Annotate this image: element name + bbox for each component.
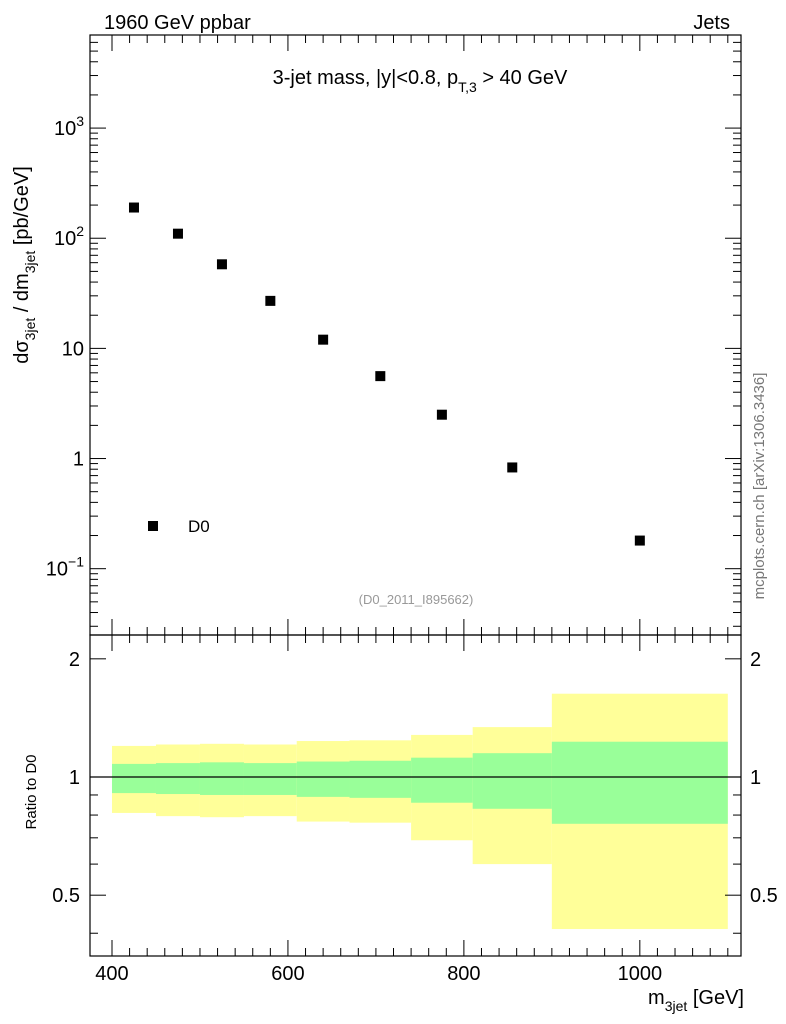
inner-band-bin bbox=[199, 762, 244, 795]
y-tick-exponent: −1 bbox=[68, 554, 84, 570]
ratio-frame bbox=[89, 634, 742, 957]
inner-band-bin bbox=[111, 763, 156, 794]
inner-band-bin bbox=[472, 753, 552, 809]
x-tick-label: 400 bbox=[95, 963, 128, 985]
main-title-text: 3-jet mass, |y|<0.8, p bbox=[273, 67, 458, 89]
inner-band-bin bbox=[411, 757, 473, 803]
x-tick-labels: 400 600 800 1000 bbox=[95, 963, 662, 985]
y-tick-base: 10 bbox=[54, 228, 76, 250]
ratio-y-tick-label-left: 0.5 bbox=[52, 885, 80, 907]
y-tick-base: 1 bbox=[73, 449, 84, 471]
xlabel-sub: 3jet bbox=[665, 998, 688, 1014]
ratio-axis-ticks bbox=[90, 635, 741, 956]
ratio-y-tick-label-right: 1 bbox=[750, 767, 761, 789]
data-point bbox=[375, 371, 386, 382]
y-tick-base: 10 bbox=[46, 559, 68, 581]
inner-band-bin bbox=[551, 741, 728, 824]
y-tick-exponent: 3 bbox=[76, 113, 84, 129]
x-axis-label: m3jet [GeV] bbox=[648, 987, 744, 1014]
data-point bbox=[507, 462, 518, 473]
data-point bbox=[216, 259, 227, 270]
xlabel-part-a: m bbox=[648, 987, 665, 1009]
x-tick-label: 800 bbox=[447, 963, 480, 985]
y-tick-label: 10−1 bbox=[46, 554, 84, 581]
y-tick-exponent: 2 bbox=[76, 223, 84, 239]
side-watermark: mcplots.cern.ch [arXiv:1306.3436] bbox=[751, 373, 768, 600]
main-plot-area bbox=[128, 202, 645, 546]
x-tick-label: 1000 bbox=[618, 963, 663, 985]
ylabel-part-a: dσ bbox=[11, 340, 33, 364]
ratio-y-tick-label-right: 2 bbox=[750, 649, 761, 671]
inner-band-bin bbox=[243, 763, 297, 795]
x-tick-label: 600 bbox=[271, 963, 304, 985]
y-tick-label: 10 bbox=[62, 338, 84, 360]
main-title-sub: T,3 bbox=[458, 79, 477, 95]
energy-label: 1960 GeV ppbar bbox=[104, 12, 251, 34]
legend-label: D0 bbox=[188, 517, 210, 536]
data-point bbox=[436, 409, 447, 420]
y-tick-label: 103 bbox=[54, 113, 84, 140]
inner-band-bin bbox=[349, 760, 412, 798]
legend-marker bbox=[148, 521, 158, 531]
ratio-y-tick-label-right: 0.5 bbox=[750, 885, 778, 907]
analysis-id: (D0_2011_I895662) bbox=[359, 592, 474, 607]
data-point bbox=[318, 334, 329, 345]
ratio-plot-area bbox=[90, 693, 741, 930]
ylabel-part-c: [pb/GeV] bbox=[11, 166, 33, 251]
data-point bbox=[128, 202, 139, 213]
main-axis-ticks bbox=[90, 34, 741, 635]
xlabel-part-b: [GeV] bbox=[687, 987, 744, 1009]
data-point bbox=[172, 228, 183, 239]
y-tick-base: 10 bbox=[54, 118, 76, 140]
data-point bbox=[634, 535, 645, 546]
main-y-axis-label: dσ3jet / dm3jet [pb/GeV] bbox=[11, 166, 38, 364]
y-tick-label: 102 bbox=[54, 223, 84, 250]
ylabel-sub-1: 3jet bbox=[22, 318, 38, 341]
y-tick-base: 10 bbox=[62, 338, 84, 360]
main-title-tail: > 40 GeV bbox=[477, 67, 568, 89]
ylabel-sub-2: 3jet bbox=[22, 251, 38, 274]
ratio-y-axis-label: Ratio to D0 bbox=[23, 754, 40, 829]
y-tick-label: 1 bbox=[73, 449, 84, 471]
inner-band-bin bbox=[155, 763, 200, 795]
main-title: 3-jet mass, |y|<0.8, pT,3 > 40 GeV bbox=[273, 67, 568, 95]
inner-band-bin bbox=[296, 761, 350, 797]
ratio-y-tick-label-left: 2 bbox=[69, 649, 80, 671]
process-label: Jets bbox=[693, 12, 730, 34]
ylabel-part-b: / dm bbox=[11, 273, 33, 317]
data-point bbox=[265, 295, 276, 306]
ratio-y-tick-label-left: 1 bbox=[69, 767, 80, 789]
ratio-y-tick-labels: 0.5 0.5 1 1 2 2 bbox=[52, 649, 778, 907]
